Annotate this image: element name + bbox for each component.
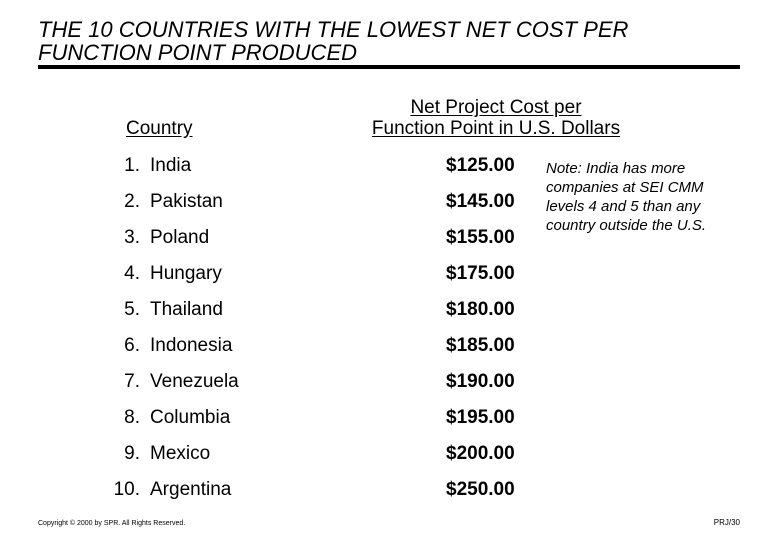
row-rank: 6. xyxy=(124,335,140,356)
row-cost: $250.00 xyxy=(446,479,515,500)
row-cost: $195.00 xyxy=(446,407,515,428)
row-country: Pakistan xyxy=(150,191,223,212)
list-row: 6. Indonesia $185.00 xyxy=(0,332,780,368)
list-row: 5. Thailand $180.00 xyxy=(0,296,780,332)
row-rank: 10. xyxy=(113,479,140,500)
row-rank: 8. xyxy=(124,407,140,428)
country-column-header: Country xyxy=(126,118,193,139)
list-row: 7. Venezuela $190.00 xyxy=(0,368,780,404)
row-cost: $125.00 xyxy=(446,155,515,176)
row-country: Thailand xyxy=(150,299,223,320)
row-country: India xyxy=(150,155,192,176)
cost-column-header-line-2: Function Point in U.S. Dollars xyxy=(371,118,621,139)
list-row: 9. Mexico $200.00 xyxy=(0,440,780,476)
row-cost: $175.00 xyxy=(446,263,515,284)
row-cost: $185.00 xyxy=(446,335,515,356)
row-rank: 5. xyxy=(124,299,140,320)
row-country: Hungary xyxy=(150,263,222,284)
row-cost: $145.00 xyxy=(446,191,515,212)
row-country: Mexico xyxy=(150,443,211,464)
row-cost: $155.00 xyxy=(446,227,515,248)
page-identifier: PRJ/30 xyxy=(713,518,740,527)
row-rank: 2. xyxy=(124,191,140,212)
row-country: Argentina xyxy=(150,479,232,500)
row-country: Poland xyxy=(150,227,210,248)
list-row: 8. Columbia $195.00 xyxy=(0,404,780,440)
india-note: Note: India has more companies at SEI CM… xyxy=(546,160,707,234)
list-row: 1. India $125.00 xyxy=(0,152,780,188)
row-cost: $200.00 xyxy=(446,443,515,464)
list-row: 3. Poland $155.00 xyxy=(0,224,780,260)
row-rank: 7. xyxy=(124,371,140,392)
row-rank: 9. xyxy=(124,443,140,464)
row-rank: 4. xyxy=(124,263,140,284)
row-country: Columbia xyxy=(150,407,231,428)
list-row: 10. Argentina $250.00 xyxy=(0,476,780,512)
row-rank: 1. xyxy=(124,155,140,176)
title-divider xyxy=(38,65,740,69)
slide-title: THE 10 COUNTRIES WITH THE LOWEST NET COS… xyxy=(38,18,738,64)
country-cost-list: 1. India $125.00 2. Pakistan $145.00 3. … xyxy=(0,152,780,512)
row-cost: $180.00 xyxy=(446,299,515,320)
row-country: Indonesia xyxy=(150,335,233,356)
list-row: 4. Hungary $175.00 xyxy=(0,260,780,296)
row-cost: $190.00 xyxy=(446,371,515,392)
cost-column-header: Net Project Cost per Function Point in U… xyxy=(350,97,642,139)
cost-column-header-line-1: Net Project Cost per xyxy=(410,97,582,118)
row-country: Venezuela xyxy=(150,371,239,392)
row-rank: 3. xyxy=(124,227,140,248)
slide-title-line-1: THE 10 COUNTRIES WITH THE LOWEST NET COS… xyxy=(38,17,629,42)
copyright-footer: Copyright © 2000 by SPR. All Rights Rese… xyxy=(38,520,186,527)
slide-title-line-2: FUNCTION POINT PRODUCED xyxy=(38,40,357,65)
list-row: 2. Pakistan $145.00 xyxy=(0,188,780,224)
